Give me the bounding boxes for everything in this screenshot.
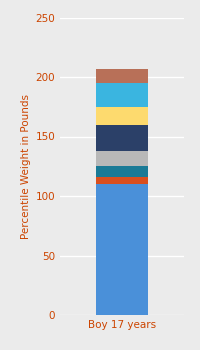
Bar bbox=[96, 83, 148, 107]
Bar bbox=[96, 107, 148, 125]
Bar bbox=[96, 177, 148, 184]
Bar bbox=[96, 125, 148, 151]
Bar bbox=[96, 151, 148, 166]
Bar bbox=[96, 166, 148, 177]
Bar bbox=[96, 184, 148, 315]
Bar bbox=[96, 69, 148, 83]
Y-axis label: Percentile Weight in Pounds: Percentile Weight in Pounds bbox=[21, 94, 31, 239]
